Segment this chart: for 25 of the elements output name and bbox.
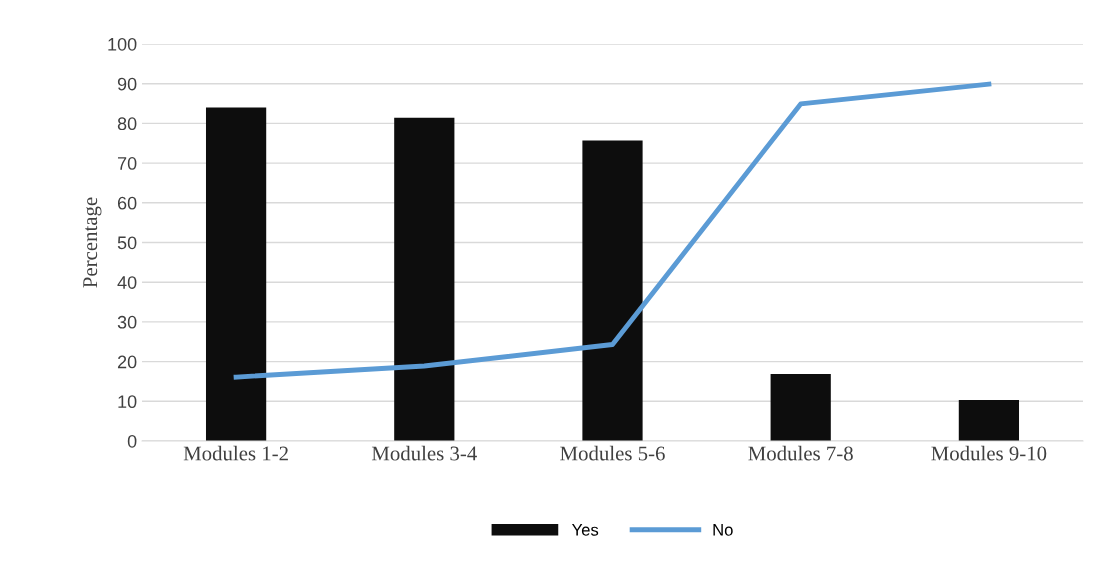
y-tick-label: 30 xyxy=(117,315,137,329)
y-tick-label: 0 xyxy=(127,434,137,448)
bar xyxy=(770,373,831,441)
bar xyxy=(394,117,455,441)
y-tick-label: 70 xyxy=(117,157,137,170)
line-series xyxy=(233,81,992,380)
y-tick-label: 100 xyxy=(108,37,137,51)
y-tick-label: 90 xyxy=(117,77,137,91)
x-tick-label: Modules 9-10 xyxy=(931,445,1047,461)
x-tick-label: Modules 3-4 xyxy=(371,445,477,461)
y-axis-title: Percentage xyxy=(83,197,102,288)
x-tick-label: Modules 7-8 xyxy=(748,445,853,461)
y-tick-label: 10 xyxy=(118,395,137,409)
y-tick-label: 60 xyxy=(117,196,137,210)
bar xyxy=(582,140,643,441)
legend-label: No xyxy=(713,524,733,536)
bar xyxy=(205,107,267,441)
x-tick-label: Modules 5-6 xyxy=(560,445,665,461)
y-tick-label: 80 xyxy=(117,117,137,131)
y-tick-label: 50 xyxy=(117,236,137,250)
y-tick-label: 40 xyxy=(117,276,137,289)
x-tick-label: Modules 1-2 xyxy=(183,445,288,461)
legend-label: Yes xyxy=(571,524,599,536)
y-tick-label: 20 xyxy=(117,355,137,369)
bar xyxy=(958,400,1020,441)
